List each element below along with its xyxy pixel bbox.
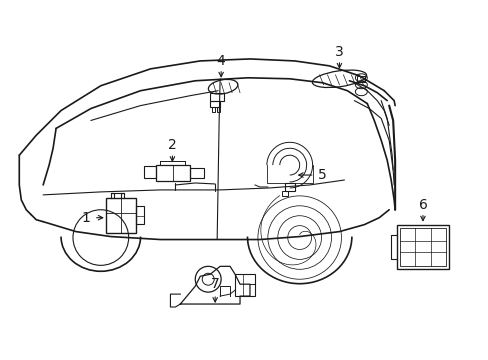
Bar	[210, 100, 220, 107]
Text: 4: 4	[216, 54, 225, 68]
Text: 5: 5	[318, 168, 326, 182]
Bar	[357, 76, 365, 82]
Bar	[155, 165, 190, 181]
Text: 1: 1	[81, 211, 90, 225]
Bar	[284, 183, 294, 191]
Bar	[210, 93, 224, 100]
Text: 7: 7	[210, 277, 219, 291]
Text: 6: 6	[418, 198, 427, 212]
Bar	[217, 107, 220, 112]
Text: 2: 2	[168, 138, 177, 152]
Bar	[235, 274, 254, 296]
Bar	[143, 166, 155, 178]
Bar	[399, 228, 445, 266]
Bar	[396, 225, 448, 269]
Bar	[281, 191, 287, 196]
Text: 3: 3	[334, 45, 343, 59]
Bar	[135, 206, 143, 224]
Bar	[105, 198, 135, 233]
Bar	[212, 107, 215, 112]
Bar	[190, 168, 204, 178]
